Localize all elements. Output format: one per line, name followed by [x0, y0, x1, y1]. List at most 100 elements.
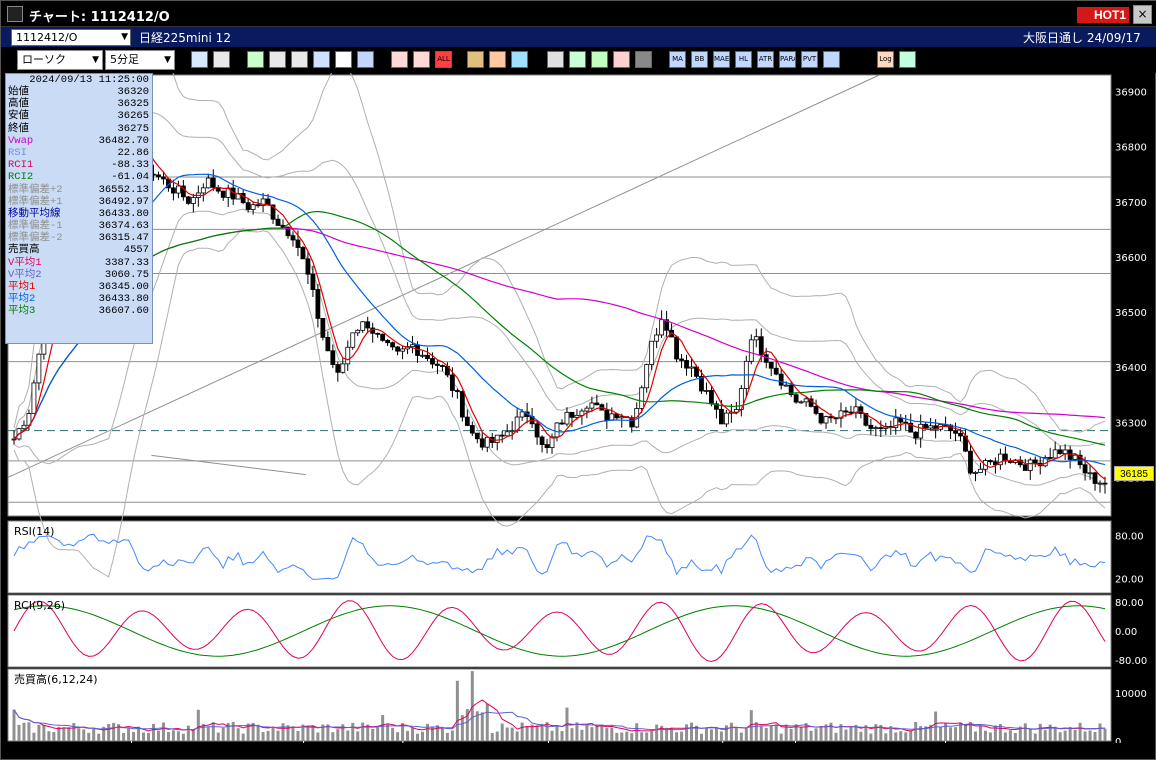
panel-frame	[7, 74, 1112, 517]
info-row: RSI 22.86	[6, 147, 152, 159]
trendline	[151, 454, 306, 476]
expand-icon[interactable]	[391, 51, 408, 68]
info-row-label: RCI1	[8, 159, 34, 172]
info-row-value: 22.86	[117, 146, 149, 159]
candle-body	[245, 202, 251, 210]
interval-select[interactable]: 5分足 ▼	[105, 50, 175, 70]
indicator-atr-icon[interactable]: ATR	[757, 51, 774, 68]
volume-bar	[92, 728, 96, 741]
hot1-badge[interactable]: HOT1	[1077, 7, 1129, 23]
info-row: 安値 36265	[6, 110, 152, 122]
candle-body	[156, 174, 161, 178]
trendline-icon[interactable]	[269, 51, 286, 68]
info-row-label: 始値	[8, 86, 29, 98]
volume-bar	[1083, 731, 1087, 741]
indicator-para-icon[interactable]: PARA	[779, 51, 796, 68]
volume-bar	[635, 723, 639, 741]
indicator-mae-icon[interactable]: MAE	[713, 51, 730, 68]
volume-bar	[301, 724, 305, 741]
candle-body	[171, 187, 176, 194]
volume-bar	[291, 726, 295, 741]
indicator-pvt-icon[interactable]: PVT	[801, 51, 818, 68]
volume-bar	[311, 725, 315, 741]
chart-type-select[interactable]: ローソク ▼	[17, 50, 103, 70]
pen-icon[interactable]	[247, 51, 264, 68]
volume-bar	[117, 724, 121, 741]
volume-bar	[640, 732, 644, 741]
symbol-select[interactable]: 1112412/O ▼	[11, 29, 131, 46]
volume-bar	[251, 722, 255, 741]
close-button[interactable]: ×	[1133, 5, 1152, 24]
candle-body	[639, 387, 645, 409]
volume-bar	[1103, 728, 1107, 741]
info-icon[interactable]	[635, 51, 652, 68]
window-icon[interactable]	[823, 51, 840, 68]
search-icon[interactable]	[569, 51, 586, 68]
chart-type-value: ローソク	[22, 53, 66, 66]
trash-icon[interactable]	[357, 51, 374, 68]
volume-bar	[849, 726, 853, 741]
wrench-icon[interactable]	[489, 51, 506, 68]
arrow-tool-icon[interactable]	[313, 51, 330, 68]
price-tick-label: 36700	[1115, 198, 1147, 209]
table-icon[interactable]	[591, 51, 608, 68]
candle-body	[569, 411, 575, 418]
candle-body	[474, 432, 480, 440]
price-tick-label: 36500	[1115, 308, 1147, 319]
candle-body	[425, 354, 430, 359]
chart-canvas[interactable]: RSI(14) RCI(9,26) 売買高(6,12,24) 36900 3680…	[5, 73, 1155, 743]
volume-bar	[645, 732, 649, 741]
all-icon[interactable]: ALL	[435, 51, 452, 68]
rci-title: RCI(9,26)	[14, 599, 65, 612]
volume-bar	[744, 728, 748, 741]
volume-bar	[799, 727, 803, 741]
volume-bar	[675, 732, 679, 741]
settings-icon[interactable]	[467, 51, 484, 68]
download-icon[interactable]	[547, 51, 564, 68]
candle-body	[868, 424, 874, 429]
candle-body	[714, 403, 719, 410]
info-row: 始値 36320	[6, 86, 152, 98]
volume-bar	[226, 723, 230, 741]
volume-bar	[321, 724, 325, 741]
price-tick-label: 36800	[1115, 143, 1147, 154]
volume-bar	[1078, 722, 1082, 741]
shrink-icon[interactable]	[413, 51, 430, 68]
rci-panel: RCI(9,26)	[13, 599, 1106, 663]
export-icon[interactable]	[899, 51, 916, 68]
candle-body	[11, 438, 17, 441]
candle-body	[813, 406, 819, 414]
volume-bar	[824, 724, 828, 741]
volume-bar	[485, 703, 489, 741]
price-tick-label: 36600	[1115, 253, 1147, 264]
candle-body	[689, 366, 694, 369]
log-icon[interactable]: Log	[877, 51, 894, 68]
volume-bar	[530, 724, 534, 741]
palette-icon[interactable]	[511, 51, 528, 68]
candle-body	[699, 375, 704, 392]
crosshair-icon[interactable]	[213, 51, 230, 68]
candle-body	[210, 177, 216, 188]
zoom-icon[interactable]	[191, 51, 208, 68]
volume-bar	[266, 730, 270, 741]
compare-icon[interactable]	[613, 51, 630, 68]
data-info-panel: 2024/09/13 11:25:00 始値 36320 高値 36325 安値 3626…	[5, 73, 153, 344]
info-row: 平均1 36345.00	[6, 281, 152, 293]
text-tool-icon[interactable]	[335, 51, 352, 68]
candle-body	[853, 406, 859, 414]
candle-body	[798, 401, 804, 404]
candle-body	[908, 422, 914, 433]
candle-body	[654, 334, 660, 342]
indicator-bb-icon[interactable]: BB	[691, 51, 708, 68]
volume-bar	[690, 722, 694, 741]
volume-bar	[949, 727, 953, 741]
indicator-ma-icon[interactable]: MA	[669, 51, 686, 68]
volume-bar	[968, 722, 972, 741]
candle-body	[380, 333, 386, 341]
cursor-icon[interactable]	[291, 51, 308, 68]
indicator-hl-icon[interactable]: HL	[735, 51, 752, 68]
volume-bar	[1043, 730, 1047, 741]
volume-bar	[1073, 729, 1077, 741]
title-bar[interactable]: チャート: 1112412/O HOT1 ×	[1, 1, 1156, 27]
candle-body	[684, 360, 689, 369]
